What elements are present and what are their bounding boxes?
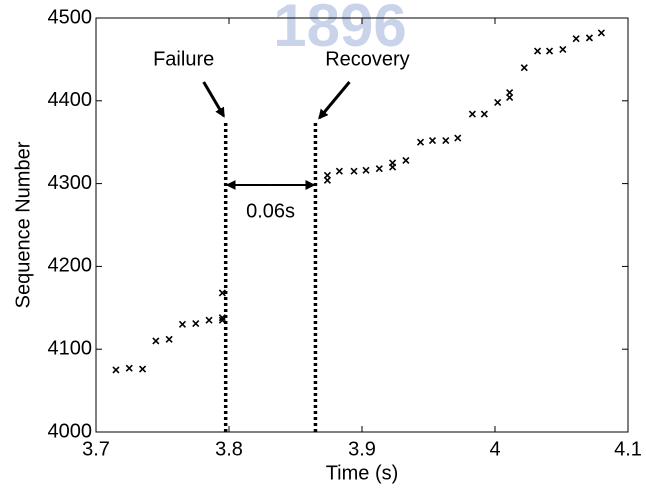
point <box>598 30 604 36</box>
y-axis-label: Sequence Number <box>12 141 34 308</box>
point <box>481 111 487 117</box>
y-tick-label: 4000 <box>48 420 93 442</box>
y-tick-label: 4500 <box>48 6 93 28</box>
point <box>521 65 527 71</box>
point <box>403 157 409 163</box>
arrow <box>319 82 349 118</box>
point <box>140 366 146 372</box>
y-tick-label: 4400 <box>48 89 93 111</box>
annotation: 0.06s <box>246 200 295 222</box>
x-tick-label: 4 <box>489 438 500 460</box>
point <box>179 321 185 327</box>
point <box>193 321 199 327</box>
point <box>166 336 172 342</box>
y-tick-label: 4300 <box>48 172 93 194</box>
point <box>573 36 579 42</box>
point <box>113 367 119 373</box>
x-tick-label: 4.1 <box>614 438 642 460</box>
y-tick-label: 4200 <box>48 255 93 277</box>
point <box>351 168 357 174</box>
point <box>418 139 424 145</box>
point <box>363 167 369 173</box>
point <box>547 48 553 54</box>
y-tick-label: 4100 <box>48 337 93 359</box>
point <box>560 46 566 52</box>
point <box>469 111 475 117</box>
x-axis-label: Time (s) <box>326 462 399 484</box>
point <box>153 338 159 344</box>
arrow <box>204 82 224 116</box>
plot-frame <box>96 18 628 432</box>
point <box>455 135 461 141</box>
point <box>507 90 513 96</box>
point <box>586 35 592 41</box>
point <box>336 168 342 174</box>
x-tick-label: 3.8 <box>215 438 243 460</box>
point <box>324 177 330 183</box>
annotation: Recovery <box>325 48 409 70</box>
point <box>443 138 449 144</box>
point <box>535 48 541 54</box>
x-tick-label: 3.9 <box>348 438 376 460</box>
point <box>206 317 212 323</box>
point <box>495 99 501 105</box>
point <box>376 166 382 172</box>
point <box>429 138 435 144</box>
annotation: Failure <box>153 48 214 70</box>
point <box>126 365 132 371</box>
chart: 1896 Time (s) Sequence Number 3.73.83.94… <box>0 0 646 495</box>
point <box>390 160 396 166</box>
